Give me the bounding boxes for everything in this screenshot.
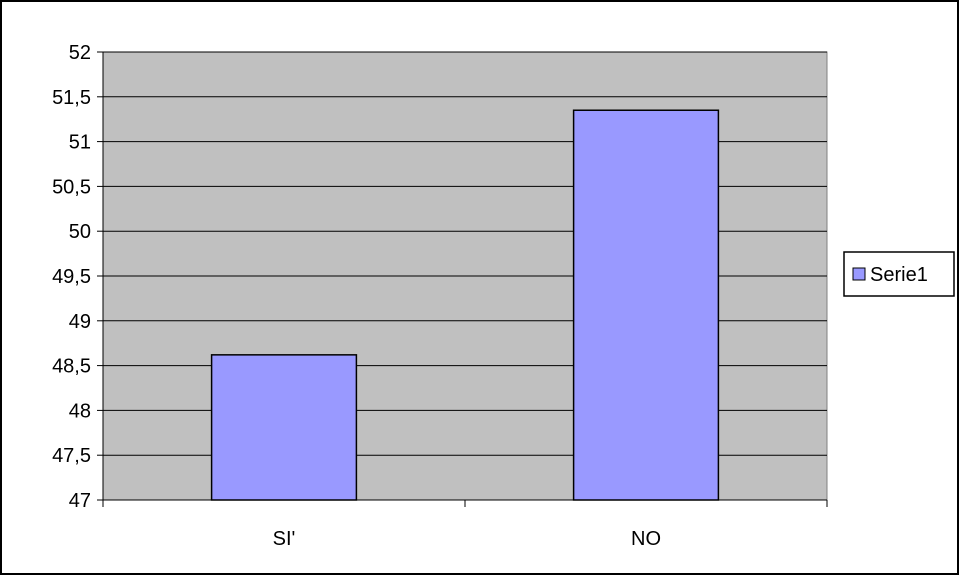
legend-swatch	[852, 267, 866, 281]
y-tick-label: 49,5	[52, 266, 91, 288]
y-tick-label: 51	[69, 132, 91, 154]
x-tick-label: SI'	[273, 528, 296, 550]
x-tick-label: NO	[631, 528, 661, 550]
y-tick-label: 47	[69, 490, 91, 512]
bar	[572, 109, 720, 501]
y-tick-label: 47,5	[52, 445, 91, 467]
legend-label: Serie1	[870, 264, 928, 286]
y-tick-label: 50,5	[52, 176, 91, 198]
y-tick-label: 48,5	[52, 356, 91, 378]
y-tick-label: 50	[69, 221, 91, 243]
y-tick-label: 52	[69, 42, 91, 64]
y-tick-label: 48	[69, 400, 91, 422]
y-tick-label: 51,5	[52, 87, 91, 109]
y-tick-label: 49	[69, 311, 91, 333]
bar	[210, 354, 358, 501]
